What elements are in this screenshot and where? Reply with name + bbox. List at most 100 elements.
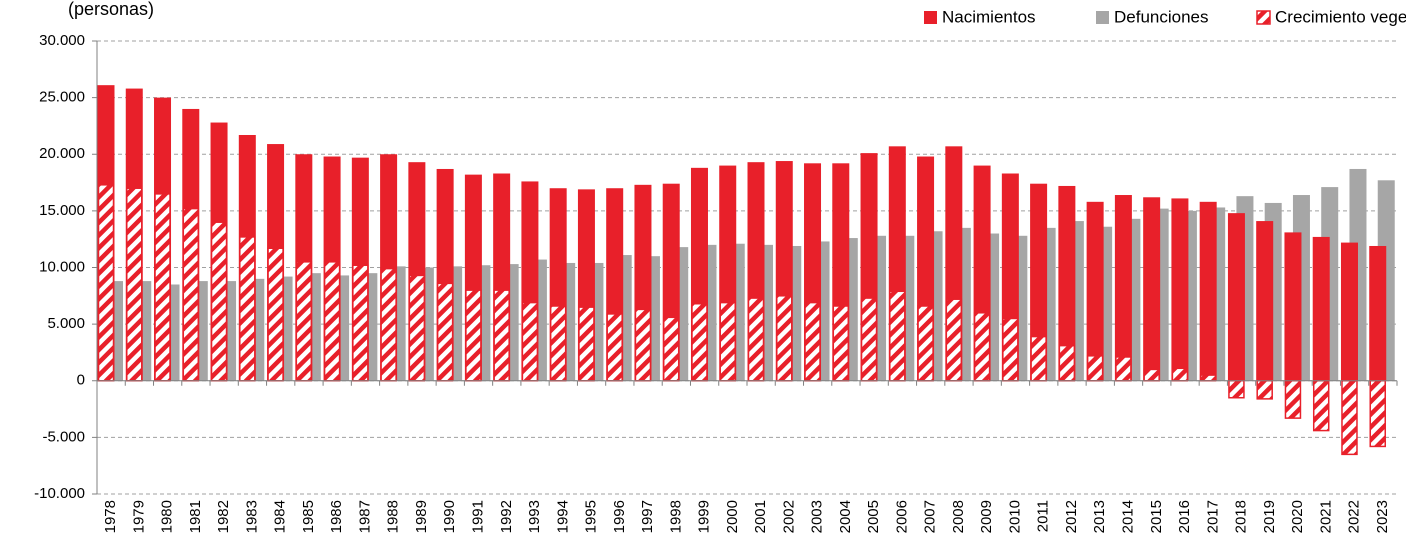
bar bbox=[323, 261, 341, 382]
x-tick-label: 1983 bbox=[243, 500, 260, 533]
x-tick-label: 1980 bbox=[159, 500, 176, 533]
bar bbox=[1312, 236, 1330, 381]
bar bbox=[917, 305, 934, 382]
x-tick-label: 2012 bbox=[1063, 500, 1080, 533]
x-tick-label: 2007 bbox=[922, 500, 939, 533]
bar bbox=[1002, 317, 1019, 382]
x-tick-label: 2019 bbox=[1261, 500, 1278, 533]
x-tick-label: 1991 bbox=[469, 500, 486, 533]
bar bbox=[1284, 380, 1302, 419]
bar bbox=[691, 302, 708, 382]
bar bbox=[1341, 380, 1358, 456]
bar bbox=[973, 312, 991, 382]
x-tick-label: 1994 bbox=[554, 500, 571, 533]
x-tick-label: 2010 bbox=[1006, 500, 1023, 533]
x-tick-label: 2014 bbox=[1119, 500, 1136, 533]
x-tick-label: 1992 bbox=[498, 500, 515, 533]
bar bbox=[295, 261, 313, 382]
x-tick-label: 1981 bbox=[187, 500, 204, 533]
bar bbox=[210, 221, 228, 382]
y-tick-label: -10.000 bbox=[34, 485, 85, 502]
bar bbox=[804, 301, 821, 382]
bar bbox=[1199, 201, 1217, 381]
bar bbox=[380, 267, 397, 382]
x-tick-label: 1993 bbox=[526, 500, 543, 533]
bar bbox=[1115, 356, 1132, 382]
x-tick-label: 2022 bbox=[1346, 500, 1363, 533]
bar bbox=[747, 297, 765, 382]
y-tick-label: -5.000 bbox=[42, 428, 85, 445]
legend-swatch bbox=[1256, 10, 1271, 25]
legend-label: Crecimiento vegetativo bbox=[1275, 7, 1406, 26]
bar bbox=[1312, 380, 1330, 432]
bar bbox=[832, 305, 850, 382]
bar bbox=[889, 290, 906, 382]
legend-label: Nacimientos bbox=[942, 7, 1036, 26]
x-tick-label: 1979 bbox=[130, 500, 147, 533]
x-tick-label: 2006 bbox=[893, 500, 910, 533]
x-tick-label: 2000 bbox=[724, 500, 741, 533]
bar bbox=[606, 313, 623, 382]
x-tick-label: 2021 bbox=[1317, 500, 1334, 533]
bar bbox=[182, 207, 200, 382]
x-tick-label: 2016 bbox=[1176, 500, 1193, 533]
bar bbox=[1143, 368, 1160, 382]
x-tick-label: 1984 bbox=[272, 500, 289, 533]
x-tick-label: 1987 bbox=[356, 500, 373, 533]
x-tick-label: 1982 bbox=[215, 500, 232, 533]
x-tick-label: 1997 bbox=[639, 500, 656, 533]
x-tick-label: 2001 bbox=[752, 500, 769, 533]
x-tick-label: 1988 bbox=[385, 500, 402, 533]
x-tick-label: 1978 bbox=[102, 500, 119, 533]
x-tick-label: 2011 bbox=[1035, 500, 1052, 532]
x-tick-label: 2020 bbox=[1289, 500, 1306, 533]
bar bbox=[154, 193, 171, 382]
bar bbox=[945, 298, 963, 382]
bar bbox=[1143, 197, 1161, 381]
x-tick-label: 1999 bbox=[696, 500, 713, 533]
bar bbox=[97, 184, 115, 382]
y-tick-label: 25.000 bbox=[39, 89, 85, 106]
bar bbox=[1058, 344, 1076, 382]
chart-title: (personas) bbox=[68, 0, 154, 19]
bar bbox=[662, 316, 680, 382]
x-tick-label: 2008 bbox=[950, 500, 967, 533]
bar bbox=[1114, 195, 1132, 381]
x-tick-label: 2009 bbox=[978, 500, 995, 533]
x-tick-label: 2004 bbox=[837, 500, 854, 533]
bar bbox=[1340, 242, 1358, 381]
bar bbox=[1171, 367, 1189, 382]
x-tick-label: 2005 bbox=[865, 500, 882, 533]
legend-swatch bbox=[1096, 11, 1109, 24]
bar bbox=[352, 264, 369, 382]
bar bbox=[493, 289, 510, 382]
x-tick-label: 2003 bbox=[809, 500, 826, 533]
bar bbox=[239, 236, 256, 382]
legend-label: Defunciones bbox=[1114, 7, 1209, 26]
bar bbox=[776, 295, 793, 382]
x-tick-label: 2013 bbox=[1091, 500, 1108, 533]
bar bbox=[408, 274, 426, 382]
x-tick-label: 2015 bbox=[1148, 500, 1165, 533]
bar bbox=[1228, 380, 1245, 399]
bar bbox=[126, 187, 143, 382]
bar bbox=[549, 305, 567, 382]
y-tick-label: 15.000 bbox=[39, 202, 85, 219]
y-tick-label: 10.000 bbox=[39, 258, 85, 275]
legend-swatch bbox=[924, 11, 937, 24]
bar bbox=[521, 301, 539, 382]
x-tick-label: 2023 bbox=[1374, 500, 1391, 533]
bar bbox=[267, 247, 284, 382]
x-tick-label: 1986 bbox=[328, 500, 345, 533]
x-tick-label: 1985 bbox=[300, 500, 317, 533]
y-tick-label: 30.000 bbox=[39, 32, 85, 49]
bar bbox=[634, 308, 652, 382]
bar bbox=[436, 282, 454, 382]
x-tick-label: 2017 bbox=[1204, 500, 1221, 533]
x-tick-label: 2002 bbox=[780, 500, 797, 533]
bar bbox=[860, 297, 878, 382]
bar bbox=[1171, 198, 1189, 381]
bar bbox=[465, 289, 482, 382]
bar bbox=[1058, 185, 1076, 381]
